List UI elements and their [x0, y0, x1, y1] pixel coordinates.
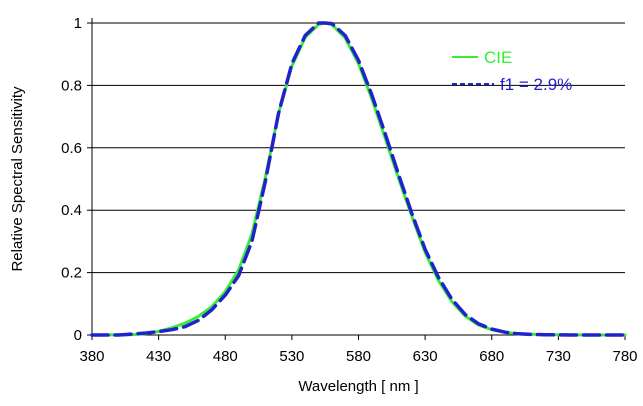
- series-lines: [90, 21, 627, 337]
- series-line-f1: [90, 21, 627, 337]
- y-tick-label: 0.2: [61, 265, 82, 282]
- legend-label-f1: f1 = 2.9%: [500, 75, 572, 94]
- x-tick-label: 430: [146, 348, 171, 365]
- y-tick-label: 0.8: [61, 77, 82, 94]
- y-axis-ticks: 0 0.2 0.4 0.6 0.8 1: [61, 15, 92, 344]
- x-tick-label: 630: [413, 348, 438, 365]
- x-tick-label: 580: [346, 348, 371, 365]
- y-axis-label: Relative Spectral Sensitivity: [9, 86, 26, 272]
- y-tick-label: 0.4: [61, 202, 82, 219]
- legend: CIE f1 = 2.9%: [452, 48, 572, 94]
- x-tick-label: 480: [213, 348, 238, 365]
- x-tick-label: 680: [479, 348, 504, 365]
- x-axis-ticks: 380 430 480 530 580 630 680 730 780: [79, 335, 638, 365]
- x-tick-label: 780: [612, 348, 637, 365]
- legend-label-cie: CIE: [484, 48, 512, 67]
- series-line-cie: [90, 21, 627, 337]
- y-tick-label: 0: [74, 327, 82, 344]
- x-tick-label: 530: [279, 348, 304, 365]
- x-axis-label: Wavelength [ nm ]: [298, 378, 418, 395]
- y-tick-label: 0.6: [61, 140, 82, 157]
- y-tick-label: 1: [74, 15, 82, 32]
- x-tick-label: 380: [79, 348, 104, 365]
- x-tick-label: 730: [546, 348, 571, 365]
- grid-lines: [92, 22, 625, 274]
